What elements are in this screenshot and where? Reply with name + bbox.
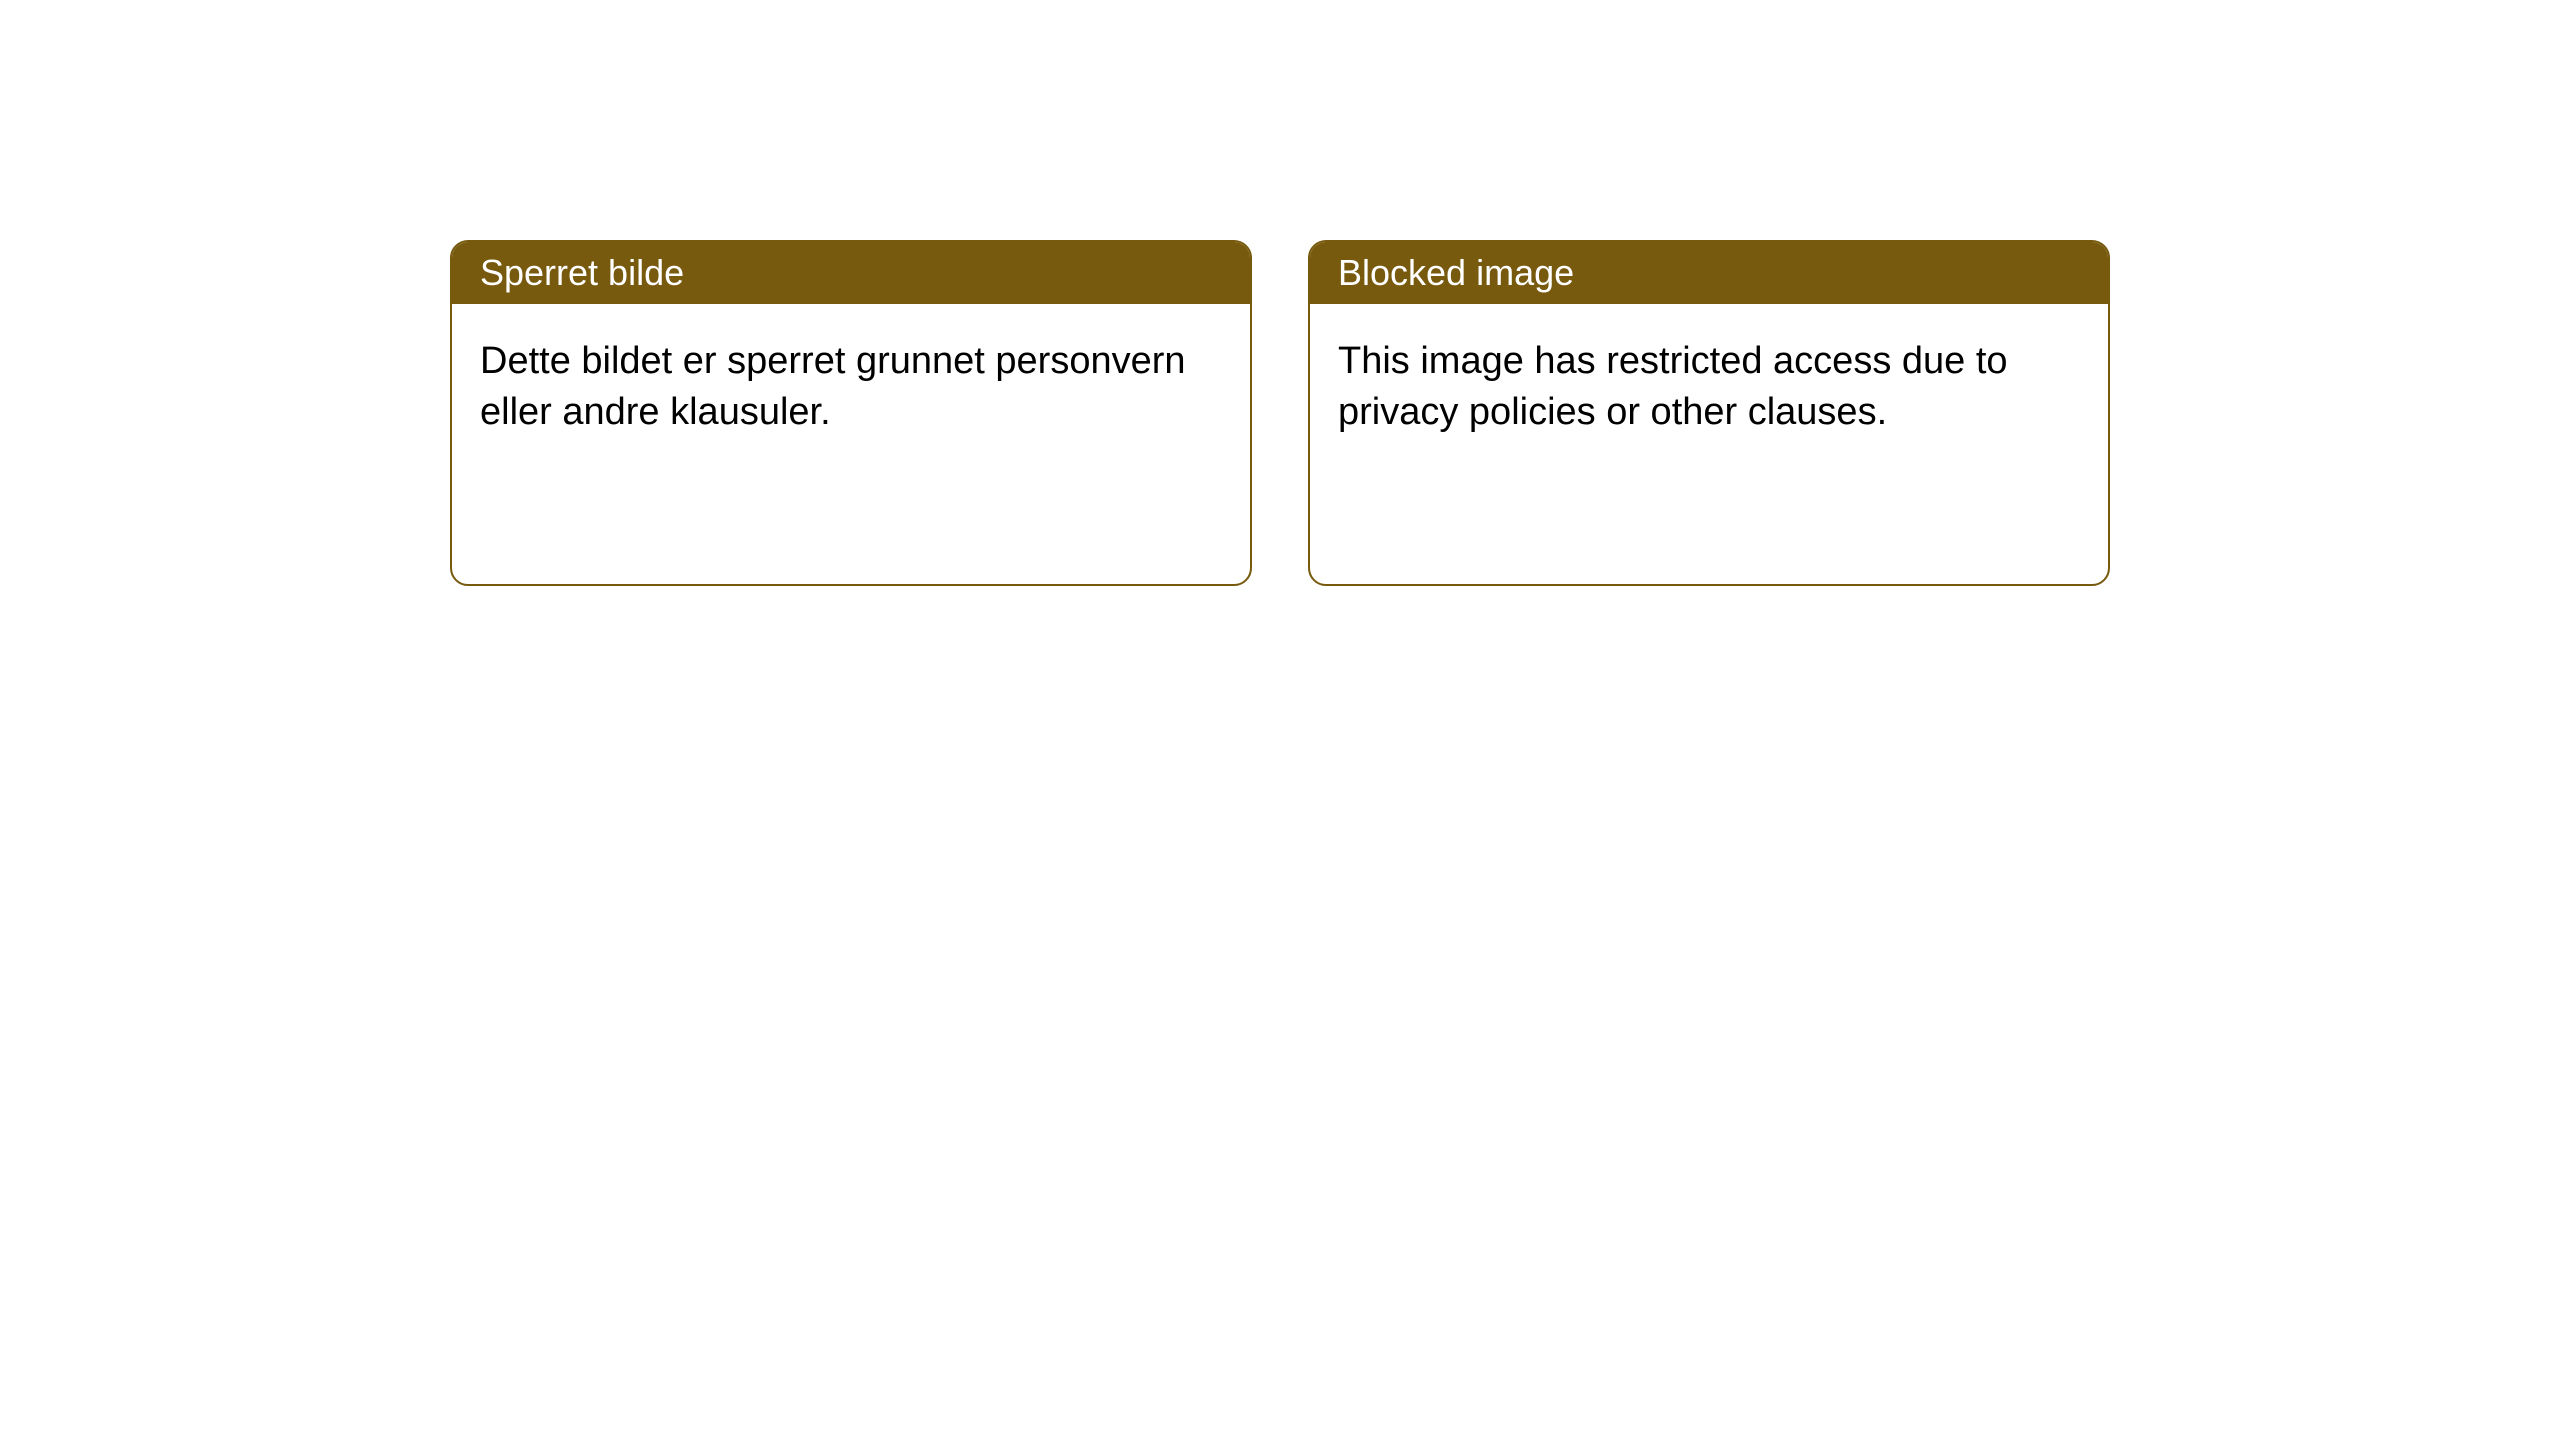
notice-header: Sperret bilde xyxy=(452,242,1250,304)
notice-body: This image has restricted access due to … xyxy=(1310,304,2108,584)
notice-title: Sperret bilde xyxy=(480,252,684,293)
notice-card-english: Blocked image This image has restricted … xyxy=(1308,240,2110,586)
notice-body-text: This image has restricted access due to … xyxy=(1338,340,2008,433)
notice-header: Blocked image xyxy=(1310,242,2108,304)
notices-container: Sperret bilde Dette bildet er sperret gr… xyxy=(0,0,2560,586)
notice-body-text: Dette bildet er sperret grunnet personve… xyxy=(480,340,1186,433)
notice-title: Blocked image xyxy=(1338,252,1574,293)
notice-card-norwegian: Sperret bilde Dette bildet er sperret gr… xyxy=(450,240,1252,586)
notice-body: Dette bildet er sperret grunnet personve… xyxy=(452,304,1250,584)
